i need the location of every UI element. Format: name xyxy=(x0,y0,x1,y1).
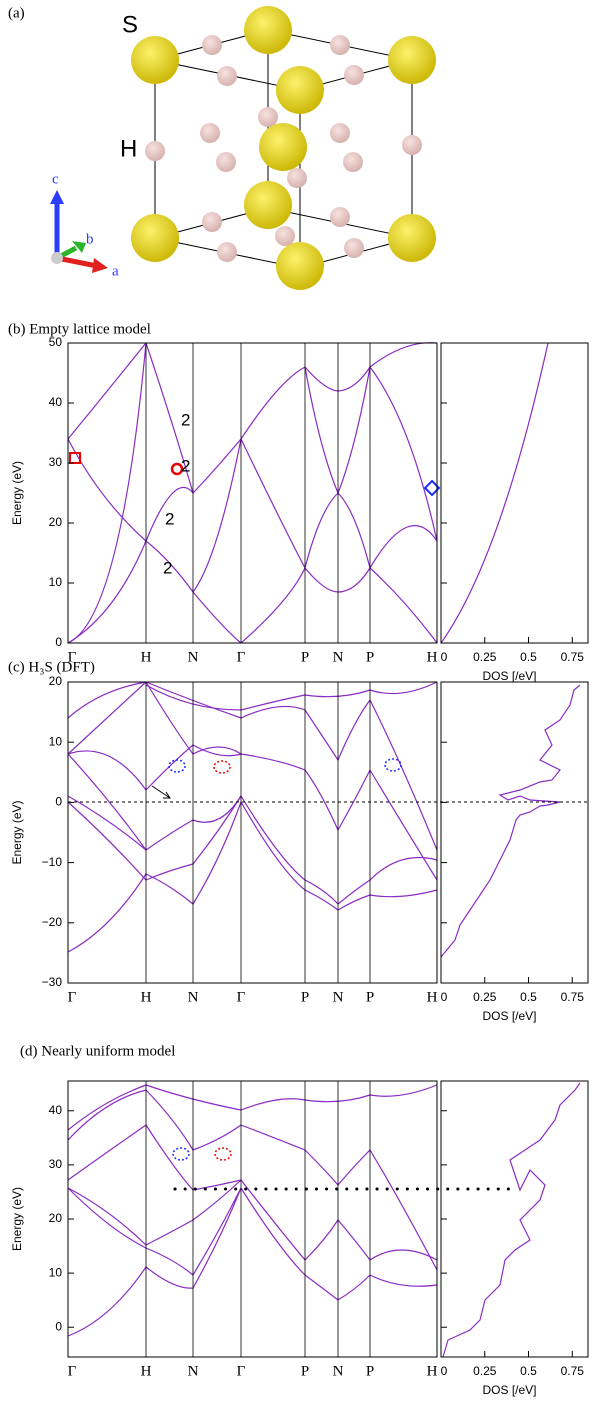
k-label: H xyxy=(141,989,152,1005)
band-lines xyxy=(67,1082,581,1358)
marker xyxy=(214,1147,232,1161)
plot-frame xyxy=(67,681,438,984)
x-tick-label: 0 xyxy=(441,1364,448,1378)
marker xyxy=(168,759,186,773)
y-tick-label: −10 xyxy=(42,855,63,869)
annotation: 2 xyxy=(163,558,172,577)
k-label: H xyxy=(427,989,438,1005)
k-label: Γ xyxy=(68,649,77,665)
axis-b: b xyxy=(86,231,94,247)
x-tick-label: 0 xyxy=(441,650,448,664)
k-label: P xyxy=(301,1363,309,1379)
y-axis-label: Energy (eV) xyxy=(10,800,24,864)
y-tick-label: −20 xyxy=(42,915,63,929)
y-tick-label: 0 xyxy=(55,635,62,649)
x-tick-label: 0.25 xyxy=(473,990,497,1004)
k-label: N xyxy=(333,649,344,665)
y-axis-label: Energy (eV) xyxy=(10,1187,24,1251)
panel-label: (a) xyxy=(8,5,25,21)
k-label: H xyxy=(141,649,152,665)
marker xyxy=(213,760,231,774)
annotation: 2 xyxy=(181,456,190,475)
plot-frame xyxy=(67,1080,438,1358)
x-tick-label: 0.25 xyxy=(473,650,497,664)
marker xyxy=(384,758,402,772)
axis-c: c xyxy=(52,171,59,187)
dos-frame xyxy=(440,681,589,984)
k-label: N xyxy=(188,649,199,665)
y-tick-label: 40 xyxy=(49,395,63,409)
k-label: P xyxy=(366,649,374,665)
annotation: 2 xyxy=(181,410,190,429)
y-tick-label: 40 xyxy=(49,1103,63,1117)
plot-frame xyxy=(67,342,438,644)
y-tick-label: 0 xyxy=(55,1319,62,1333)
x-tick-label: 0.5 xyxy=(520,650,537,664)
k-label: Γ xyxy=(237,649,246,665)
k-label: N xyxy=(333,989,344,1005)
band-lines xyxy=(67,342,549,644)
k-label: Γ xyxy=(237,989,246,1005)
y-tick-label: 20 xyxy=(49,1211,63,1225)
marker xyxy=(172,1147,190,1161)
panel-title: (c) H₃S (DFT) xyxy=(8,659,95,675)
k-label: P xyxy=(366,1363,374,1379)
marker xyxy=(69,452,81,464)
k-label: H xyxy=(427,649,438,665)
x-tick-label: 0.75 xyxy=(561,650,585,664)
atom-label: S xyxy=(122,11,138,38)
y-tick-label: 20 xyxy=(49,674,63,688)
x-tick-label: 0.75 xyxy=(561,1364,585,1378)
k-label: Γ xyxy=(237,1363,246,1379)
arrow xyxy=(151,785,171,799)
x-tick-label: 0.25 xyxy=(473,1364,497,1378)
x-tick-label: 0 xyxy=(441,990,448,1004)
dos-label: DOS [/eV] xyxy=(482,1383,536,1397)
panel-title: (b) Empty lattice model xyxy=(8,321,151,337)
marker xyxy=(170,462,184,476)
y-tick-label: 20 xyxy=(49,515,63,529)
y-tick-label: 30 xyxy=(49,1157,63,1171)
y-tick-label: 0 xyxy=(55,795,62,809)
y-tick-label: 10 xyxy=(49,1265,63,1279)
x-tick-label: 0.5 xyxy=(520,1364,537,1378)
k-label: H xyxy=(427,1363,438,1379)
dos-frame xyxy=(440,1080,589,1358)
axis-a: a xyxy=(112,263,119,279)
annotation: 2 xyxy=(165,509,174,528)
atom-label: H xyxy=(120,135,137,162)
x-tick-label: 0.5 xyxy=(520,990,537,1004)
k-label: P xyxy=(366,989,374,1005)
k-label: P xyxy=(301,649,309,665)
crystal-structure: (a) S H c b a xyxy=(8,5,436,290)
dos-label: DOS [/eV] xyxy=(482,669,536,683)
k-label: Γ xyxy=(68,1363,77,1379)
k-label: H xyxy=(141,1363,152,1379)
y-tick-label: −30 xyxy=(42,975,63,989)
band-lines xyxy=(67,681,581,958)
y-tick-label: 50 xyxy=(49,335,63,349)
panel-title: (d) Nearly uniform model xyxy=(20,1043,175,1059)
dos-label: DOS [/eV] xyxy=(482,1009,536,1023)
k-label: N xyxy=(188,989,199,1005)
y-tick-label: 30 xyxy=(49,455,63,469)
k-label: N xyxy=(188,1363,199,1379)
k-label: P xyxy=(301,989,309,1005)
dos-frame xyxy=(440,342,589,644)
y-tick-label: 10 xyxy=(49,575,63,589)
y-axis-label: Energy (eV) xyxy=(10,461,24,525)
y-tick-label: 10 xyxy=(49,734,63,748)
k-label: Γ xyxy=(68,989,77,1005)
k-label: N xyxy=(333,1363,344,1379)
x-tick-label: 0.75 xyxy=(561,990,585,1004)
